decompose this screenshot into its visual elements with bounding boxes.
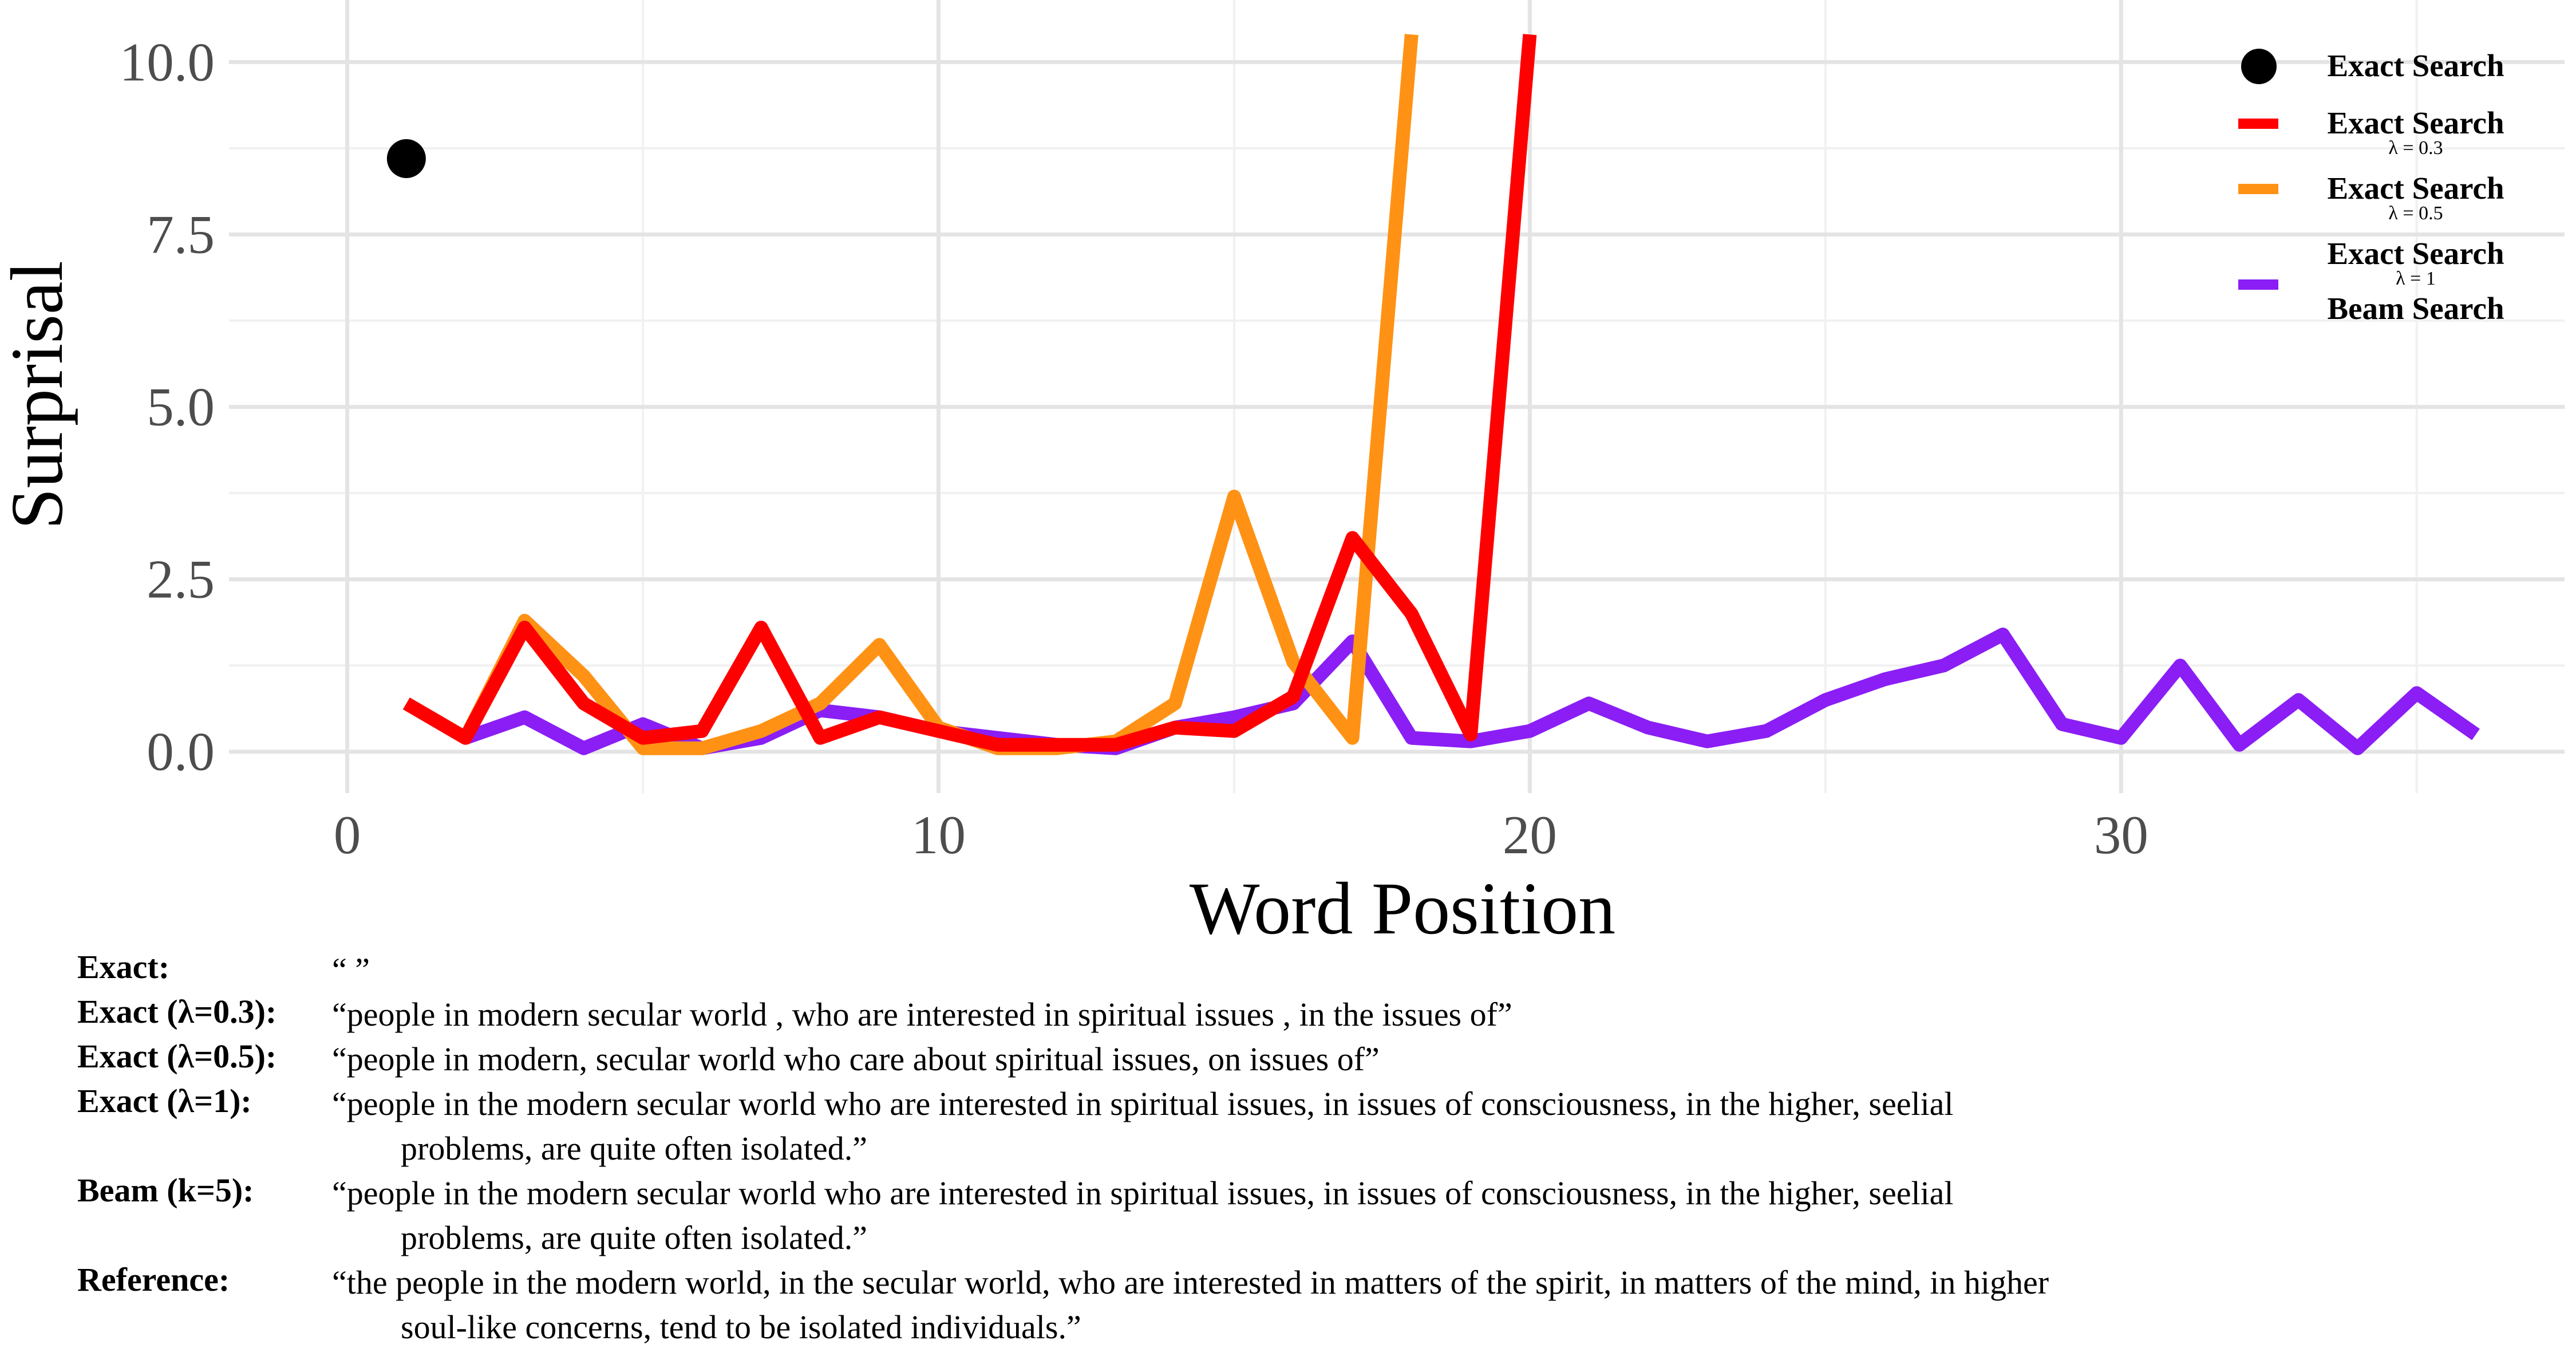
decoded-outputs-captions: Exact: “ ” Exact (λ=0.3): “people in mod… <box>77 948 2539 1350</box>
caption-label: Reference: <box>77 1261 230 1298</box>
series-line-2 <box>402 34 1419 755</box>
caption-continuation: problems, are quite often isolated.” <box>401 1219 867 1256</box>
caption-continuation: soul-like concerns, tend to be isolated … <box>401 1308 1081 1346</box>
caption-quote: “ ” <box>332 951 370 988</box>
caption-row-reference: Reference: “the people in the modern wor… <box>77 1260 2539 1350</box>
caption-label: Exact (λ=1): <box>77 1082 252 1119</box>
surprisal-line-chart: 0 10 20 30 0.0 2.5 5.0 7.5 10.0 Word Position Su… <box>0 0 2565 950</box>
x-tick-label: 20 <box>1503 805 1557 865</box>
legend-line-lambda-0-5 <box>2238 184 2278 194</box>
caption-row-exact: Exact: “ ” <box>77 948 2539 992</box>
y-tick-label: 5.0 <box>147 377 215 437</box>
caption-quote: “people in the modern secular world who … <box>332 1085 1954 1122</box>
legend-sublabel: λ = 0.3 <box>2388 137 2443 159</box>
caption-text: “ ” <box>332 948 2450 992</box>
caption-quote: “people in modern, secular world who car… <box>332 1040 1380 1078</box>
legend-sublabel: λ = 0.5 <box>2388 203 2443 224</box>
caption-label: Beam (k=5): <box>77 1172 254 1209</box>
y-tick-label: 7.5 <box>147 204 215 265</box>
legend-sublabel: λ = 1 <box>2396 268 2436 289</box>
data-point-exact-search <box>386 139 426 178</box>
caption-quote: “the people in the modern world, in the … <box>332 1264 2049 1301</box>
caption-text: “the people in the modern world, in the … <box>332 1260 2450 1350</box>
grid-lines <box>229 0 2565 793</box>
series-line-1 <box>402 34 1537 752</box>
legend-dot-exact-search <box>2241 49 2277 84</box>
y-tick-label: 2.5 <box>147 549 215 610</box>
legend-label: Exact Search <box>2327 48 2504 83</box>
legend-label: Exact Search <box>2327 236 2504 271</box>
x-tick-label: 0 <box>334 805 361 865</box>
caption-row-exact-lambda-0-5: Exact (λ=0.5): “people in modern, secula… <box>77 1037 2539 1082</box>
caption-text: “people in the modern secular world who … <box>332 1171 2450 1260</box>
y-tick-label: 10.0 <box>120 31 215 92</box>
caption-label: Exact: <box>77 948 170 985</box>
legend-line-lambda-0-3 <box>2238 119 2278 129</box>
caption-continuation: problems, are quite often isolated.” <box>401 1130 867 1167</box>
caption-text: “people in modern, secular world who car… <box>332 1037 2450 1082</box>
caption-row-exact-lambda-0-3: Exact (λ=0.3): “people in modern secular… <box>77 992 2539 1037</box>
data-series <box>386 34 2480 755</box>
y-tick-label: 0.0 <box>147 722 215 782</box>
x-tick-label: 10 <box>911 805 966 865</box>
caption-text: “people in the modern secular world who … <box>332 1082 2450 1171</box>
legend-label: Exact Search <box>2327 105 2504 140</box>
caption-quote: “people in the modern secular world who … <box>332 1174 1954 1212</box>
caption-row-exact-lambda-1: Exact (λ=1): “people in the modern secul… <box>77 1082 2539 1171</box>
caption-label: Exact (λ=0.3): <box>77 993 277 1030</box>
legend-label: Exact Search <box>2327 171 2504 206</box>
legend-label-beam-search: Beam Search <box>2327 291 2504 326</box>
legend-line-lambda-1-beam <box>2238 279 2278 290</box>
x-tick-label: 30 <box>2094 805 2148 865</box>
caption-quote: “people in modern secular world , who ar… <box>332 996 1512 1033</box>
x-axis-title: Word Position <box>1190 868 1615 950</box>
caption-row-beam: Beam (k=5): “people in the modern secula… <box>77 1171 2539 1260</box>
axis-tick-labels: 0 10 20 30 0.0 2.5 5.0 7.5 10.0 <box>120 31 2148 865</box>
caption-text: “people in modern secular world , who ar… <box>332 992 2450 1037</box>
caption-label: Exact (λ=0.5): <box>77 1038 277 1075</box>
y-axis-title: Surprisal <box>0 261 78 529</box>
